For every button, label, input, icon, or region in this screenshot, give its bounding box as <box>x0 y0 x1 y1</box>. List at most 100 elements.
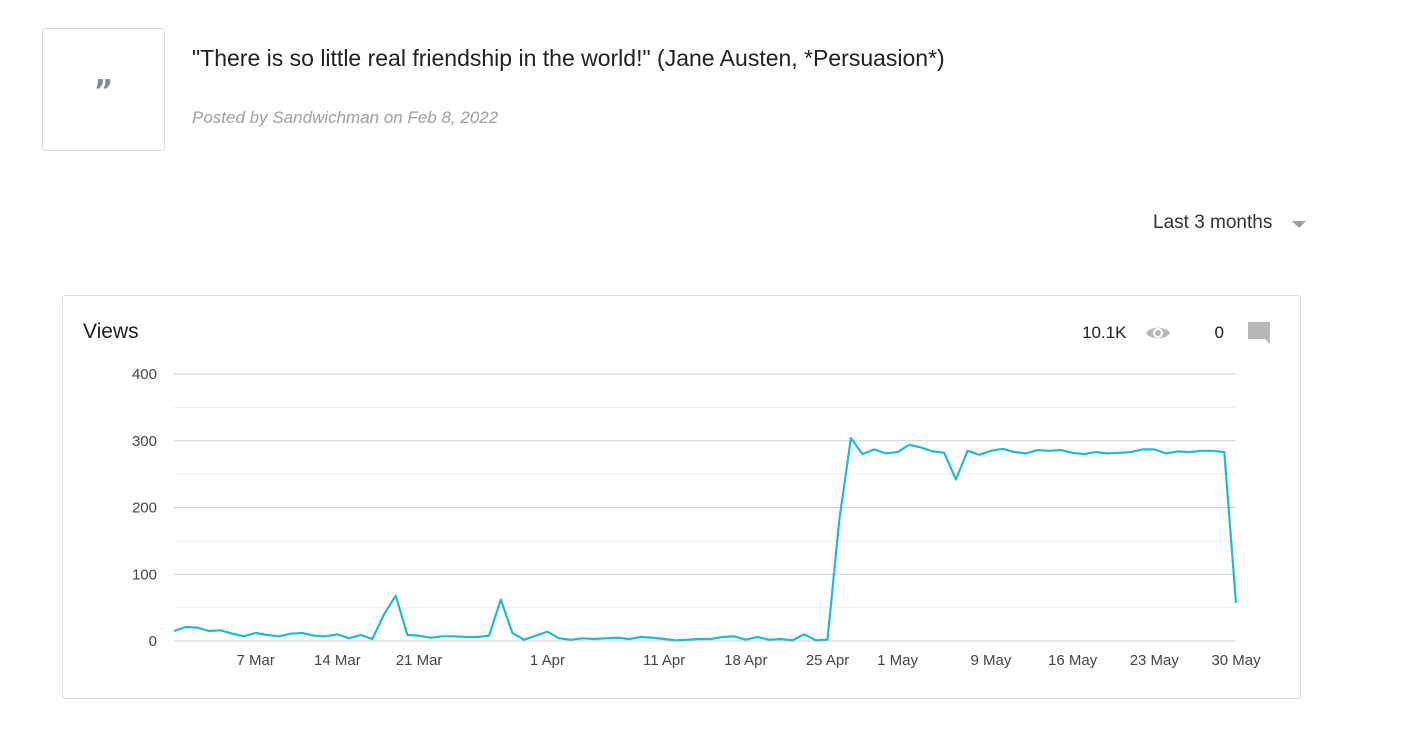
data-point[interactable] <box>253 630 259 636</box>
data-point[interactable] <box>545 629 551 635</box>
data-point[interactable] <box>1081 451 1087 457</box>
data-point[interactable] <box>334 631 340 637</box>
data-point[interactable] <box>626 636 632 642</box>
data-point[interactable] <box>720 634 726 640</box>
x-tick-label: 21 Mar <box>396 652 443 669</box>
data-point[interactable] <box>276 633 282 639</box>
data-point[interactable] <box>288 631 294 637</box>
data-point[interactable] <box>1221 449 1227 455</box>
data-point[interactable] <box>696 636 702 642</box>
data-point[interactable] <box>1233 600 1239 606</box>
data-point[interactable] <box>591 636 597 642</box>
data-point[interactable] <box>953 477 959 483</box>
data-point[interactable] <box>825 637 831 643</box>
data-point[interactable] <box>1093 449 1099 455</box>
data-point[interactable] <box>860 451 866 457</box>
data-point[interactable] <box>836 518 842 524</box>
data-point[interactable] <box>1000 446 1006 452</box>
y-tick-label: 200 <box>132 500 157 517</box>
data-point[interactable] <box>813 637 819 643</box>
data-point[interactable] <box>976 452 982 458</box>
data-point[interactable] <box>1140 446 1146 452</box>
data-point[interactable] <box>778 636 784 642</box>
data-point[interactable] <box>661 636 667 642</box>
data-point[interactable] <box>1198 448 1204 454</box>
data-point[interactable] <box>521 637 527 643</box>
data-point[interactable] <box>393 593 399 599</box>
data-point[interactable] <box>1210 448 1216 454</box>
data-point[interactable] <box>1186 449 1192 455</box>
data-point[interactable] <box>988 448 994 454</box>
data-point[interactable] <box>1105 450 1111 456</box>
data-point[interactable] <box>171 628 177 634</box>
post-title[interactable]: "There is so little real friendship in t… <box>192 45 945 71</box>
data-point[interactable] <box>323 633 329 639</box>
data-point[interactable] <box>1058 447 1064 453</box>
data-point[interactable] <box>895 449 901 455</box>
data-point[interactable] <box>766 637 772 643</box>
data-point[interactable] <box>486 633 492 639</box>
data-point[interactable] <box>1046 448 1052 454</box>
data-point[interactable] <box>755 634 761 640</box>
date-range-dropdown[interactable]: Last 3 months <box>1153 212 1307 234</box>
data-point[interactable] <box>416 633 422 639</box>
data-point[interactable] <box>183 624 189 630</box>
data-point[interactable] <box>930 448 936 454</box>
data-point[interactable] <box>509 630 515 636</box>
data-point[interactable] <box>346 635 352 641</box>
data-point[interactable] <box>369 636 375 642</box>
data-point[interactable] <box>194 625 200 631</box>
data-point[interactable] <box>206 628 212 634</box>
data-point[interactable] <box>358 632 364 638</box>
data-point[interactable] <box>498 597 504 603</box>
data-point[interactable] <box>673 637 679 643</box>
data-point[interactable] <box>1175 448 1181 454</box>
data-point[interactable] <box>381 611 387 617</box>
data-point[interactable] <box>615 635 621 641</box>
data-point[interactable] <box>299 630 305 636</box>
data-point[interactable] <box>241 633 247 639</box>
data-point[interactable] <box>906 442 912 448</box>
data-point[interactable] <box>1011 449 1017 455</box>
data-point[interactable] <box>474 634 480 640</box>
data-point[interactable] <box>1151 446 1157 452</box>
data-point[interactable] <box>871 446 877 452</box>
data-point[interactable] <box>404 632 410 638</box>
data-point[interactable] <box>1128 449 1134 455</box>
data-point[interactable] <box>918 444 924 450</box>
data-point[interactable] <box>685 637 691 643</box>
data-point[interactable] <box>650 635 656 641</box>
data-point[interactable] <box>731 633 737 639</box>
data-point[interactable] <box>451 633 457 639</box>
data-point[interactable] <box>603 635 609 641</box>
data-point[interactable] <box>463 634 469 640</box>
data-point[interactable] <box>708 636 714 642</box>
data-point[interactable] <box>848 435 854 441</box>
data-point[interactable] <box>1035 447 1041 453</box>
date-range-label: Last 3 months <box>1153 212 1273 233</box>
views-line-chart: 0 100 200 300 400 7 Mar 14 Mar 21 Mar 1 Apr 11 Ap… <box>132 366 1261 669</box>
data-point[interactable] <box>1070 450 1076 456</box>
data-point[interactable] <box>965 448 971 454</box>
stats-summary: 10.1K 0 <box>1082 322 1270 344</box>
data-point[interactable] <box>568 637 574 643</box>
data-point[interactable] <box>638 634 644 640</box>
data-point[interactable] <box>1116 450 1122 456</box>
data-point[interactable] <box>1023 450 1029 456</box>
data-point[interactable] <box>1163 450 1169 456</box>
data-point[interactable] <box>439 633 445 639</box>
data-point[interactable] <box>801 631 807 637</box>
data-point[interactable] <box>218 627 224 633</box>
data-point[interactable] <box>941 450 947 456</box>
data-point[interactable] <box>580 635 586 641</box>
data-point[interactable] <box>311 633 317 639</box>
data-point[interactable] <box>556 635 562 641</box>
data-point[interactable] <box>743 637 749 643</box>
data-point[interactable] <box>790 637 796 643</box>
data-point[interactable] <box>229 631 235 637</box>
views-series-line[interactable] <box>173 437 1238 642</box>
data-point[interactable] <box>533 633 539 639</box>
data-point[interactable] <box>883 450 889 456</box>
data-point[interactable] <box>264 632 270 638</box>
data-point[interactable] <box>428 635 434 641</box>
